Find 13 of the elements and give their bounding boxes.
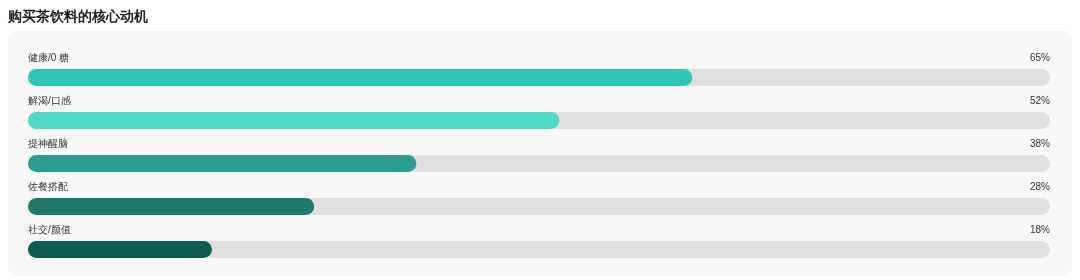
y-tick-label: 健康/0 糖 — [28, 52, 70, 63]
chart-title: 购买茶饮料的核心动机 — [7, 8, 148, 24]
y-tick-label: 解渴/口感 — [28, 95, 71, 106]
y-tick-label: 提神醒脑 — [28, 138, 68, 149]
bar — [28, 241, 212, 258]
data-label: 52% — [1029, 95, 1051, 106]
data-label: 28% — [1029, 181, 1051, 192]
y-tick-label: 佐餐搭配 — [28, 181, 68, 192]
data-label: 38% — [1029, 138, 1051, 149]
data-label: 18% — [1029, 224, 1051, 235]
bar — [28, 198, 315, 215]
y-tick-label: 社交/颜值 — [28, 224, 71, 235]
data-label: 65% — [1029, 52, 1051, 63]
